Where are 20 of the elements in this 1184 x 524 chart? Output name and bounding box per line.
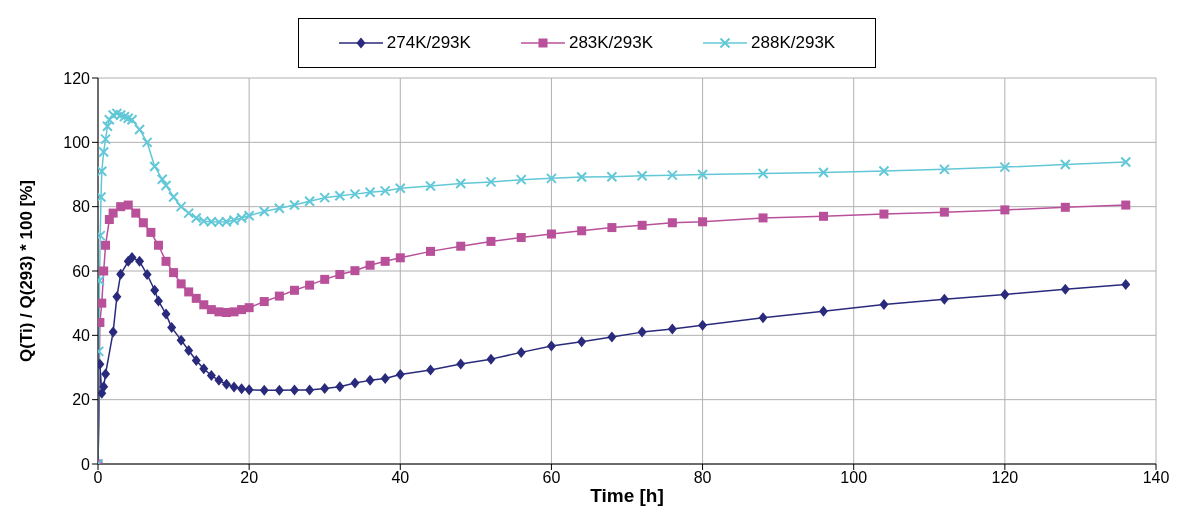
y-tick-label: 120 bbox=[63, 69, 91, 87]
y-tick-label: 40 bbox=[72, 327, 91, 345]
legend-label: 283K/293K bbox=[568, 33, 654, 53]
x-tick-label: 80 bbox=[693, 469, 712, 487]
x-tick-label: 60 bbox=[542, 469, 561, 487]
x-tick-label: 40 bbox=[391, 469, 410, 487]
x-tick-label: 120 bbox=[991, 469, 1019, 487]
x-axis-title: Time [h] bbox=[590, 485, 664, 506]
y-tick-label: 60 bbox=[72, 262, 91, 280]
x-tick-label: 0 bbox=[93, 469, 103, 487]
y-tick-label: 0 bbox=[81, 455, 91, 473]
y-tick-label: 80 bbox=[72, 198, 91, 216]
legend-label: 274K/293K bbox=[386, 33, 471, 53]
y-axis-title: Q(Ti) / Q(293) * 100 [%] bbox=[17, 179, 37, 363]
x-tick-label: 100 bbox=[840, 469, 868, 487]
y-tick-label: 20 bbox=[72, 391, 91, 409]
x-tick-label: 140 bbox=[1142, 469, 1170, 487]
legend-label: 288K/293K bbox=[751, 33, 836, 53]
y-tick-label: 100 bbox=[63, 134, 91, 152]
x-tick-label: 20 bbox=[240, 469, 259, 487]
